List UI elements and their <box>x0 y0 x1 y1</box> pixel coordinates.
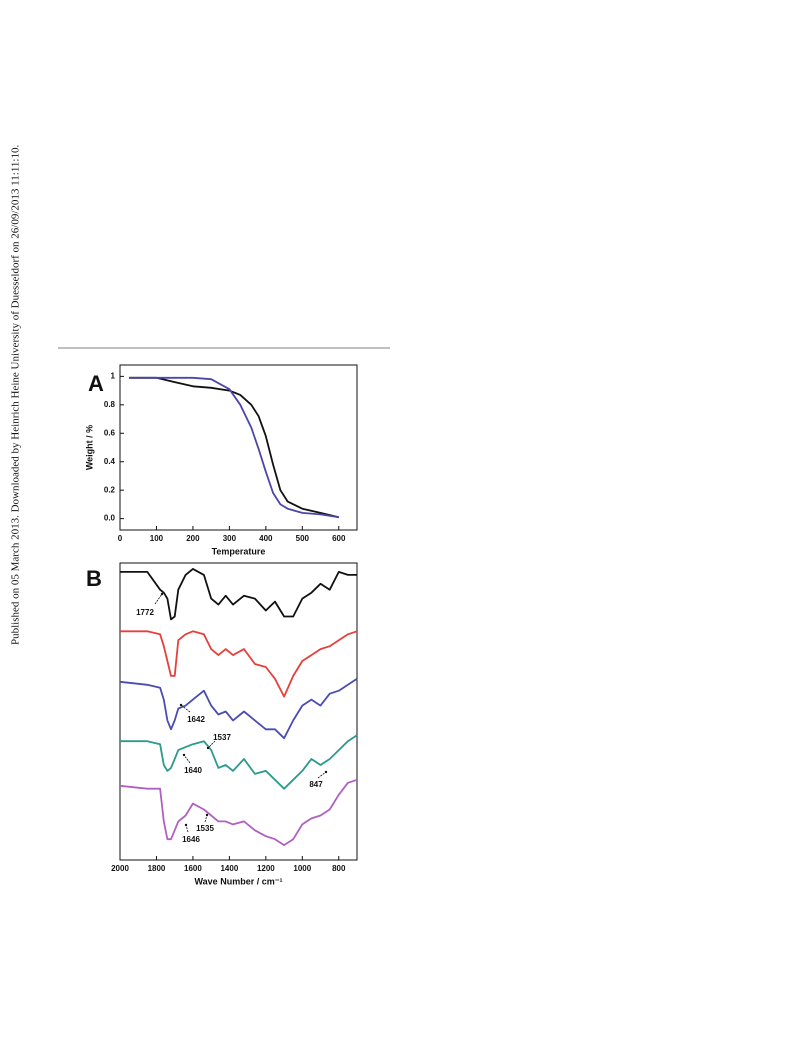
annotation: 1646 <box>182 835 200 844</box>
annotation-arrow <box>180 704 191 713</box>
x-tick-label: 100 <box>150 534 164 543</box>
y-axis-label: Weight / % <box>84 425 94 470</box>
plot-frame <box>119 364 358 531</box>
y-tick-label: 0.2 <box>104 485 116 494</box>
annotation: 1642 <box>187 715 205 724</box>
arrow-head <box>184 823 188 827</box>
x-tick-label: 600 <box>332 534 346 543</box>
arrow-head <box>160 592 164 596</box>
annotation: 1537 <box>213 733 231 742</box>
x-axis-label: Wave Number / cm⁻¹ <box>195 876 283 886</box>
series-line <box>120 734 358 790</box>
annotation: 1640 <box>184 766 202 775</box>
x-tick-label: 1600 <box>184 864 202 873</box>
y-tick-label: 1 <box>111 371 116 380</box>
annotation: 1772 <box>136 608 154 617</box>
arrow-head <box>206 746 210 750</box>
arrow-head <box>205 813 209 817</box>
series-line <box>119 678 358 740</box>
x-tick-label: 1800 <box>148 864 166 873</box>
x-axis-label: Temperature <box>212 546 266 556</box>
x-tick-label: 200 <box>186 534 200 543</box>
plot-frame <box>119 562 358 861</box>
annotation-arrow <box>185 824 189 833</box>
annotation: 1535 <box>196 824 214 833</box>
x-tick-label: 0 <box>118 534 123 543</box>
x-tick-label: 1200 <box>257 864 275 873</box>
arrow-head <box>182 753 186 757</box>
margin-note: Published on 05 March 2013. Downloaded b… <box>10 145 22 645</box>
y-tick-label: 0.0 <box>104 514 116 523</box>
y-tick-label: 0.8 <box>104 400 116 409</box>
series-line <box>129 376 340 519</box>
annotation: 847 <box>309 780 323 789</box>
series-line <box>129 376 339 519</box>
series-line <box>120 568 357 621</box>
panel-label: B <box>86 566 102 591</box>
x-tick-label: 800 <box>332 864 346 873</box>
annotation-arrow <box>317 771 327 779</box>
x-tick-label: 2000 <box>111 864 129 873</box>
annotation-arrow <box>154 593 163 605</box>
arrow-head <box>324 770 328 774</box>
series-line <box>119 778 358 846</box>
y-tick-label: 0.6 <box>104 428 116 437</box>
arrow-head <box>179 703 183 707</box>
x-tick-label: 400 <box>259 534 273 543</box>
annotation-arrow <box>207 740 216 749</box>
x-tick-label: 1000 <box>293 864 311 873</box>
x-tick-label: 500 <box>296 534 310 543</box>
annotation-arrow <box>183 754 191 764</box>
panel-label: A <box>88 371 104 396</box>
x-tick-label: 300 <box>223 534 237 543</box>
series-line <box>120 630 358 698</box>
annotation-arrow <box>204 814 208 823</box>
y-tick-label: 0.4 <box>104 457 116 466</box>
x-tick-label: 1400 <box>220 864 238 873</box>
